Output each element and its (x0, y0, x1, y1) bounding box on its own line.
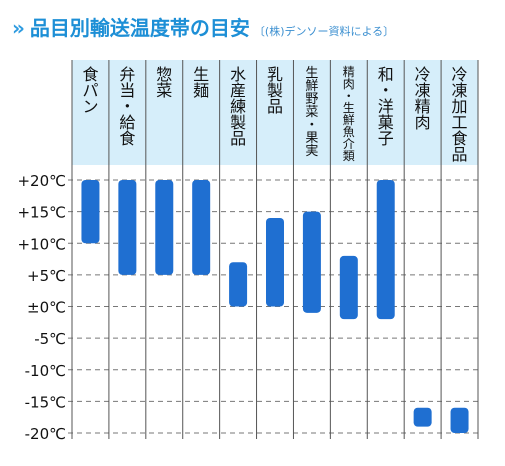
category-label-2: 惣菜 (156, 65, 172, 100)
category-header-band (72, 60, 478, 165)
range-bar-2 (155, 180, 174, 275)
category-label-1: 弁当・給食 (119, 65, 135, 148)
range-bar-6 (302, 211, 321, 313)
range-bar-3 (192, 180, 211, 275)
y-tick-label-4: ±0℃ (27, 299, 66, 317)
y-tick-label-3: +5℃ (27, 267, 66, 285)
range-bar-8 (376, 180, 395, 320)
y-tick-label-1: +15℃ (17, 204, 66, 222)
y-tick-label-5: -5℃ (34, 330, 66, 348)
category-label-10: 冷凍加工食品 (452, 65, 468, 164)
source-note: 〔(株)デンソー資料による〕 (253, 25, 395, 38)
range-bar-5 (266, 217, 284, 307)
y-tick-label-2: +10℃ (17, 235, 66, 253)
category-label-6: 生鮮野菜・果実 (305, 66, 318, 159)
page-header: » 品目別輸送温度帯の目安 〔(株)デンソー資料による〕 (12, 12, 394, 42)
category-label-7: 精肉・生鮮魚介類 (343, 65, 355, 163)
category-label-5: 乳製品 (267, 65, 283, 116)
category-label-9: 冷凍精肉 (415, 65, 431, 132)
range-bar-0 (81, 180, 100, 244)
range-bar-4 (229, 262, 248, 307)
y-tick-label-0: +20℃ (17, 172, 66, 190)
category-label-4: 水産練製品 (230, 65, 246, 148)
y-tick-label-6: -10℃ (25, 362, 66, 380)
y-tick-label-7: -15℃ (25, 393, 66, 411)
page-title: 品目別輸送温度帯の目安 (29, 16, 250, 40)
range-bar-10 (450, 407, 469, 433)
y-tick-label-8: -20℃ (25, 425, 66, 443)
category-label-3: 生麺 (193, 65, 209, 100)
range-bar-9 (413, 407, 432, 427)
double-chevron-icon: » (12, 16, 25, 40)
category-label-8: 和・洋菓子 (378, 65, 394, 148)
range-bar-7 (339, 255, 358, 320)
category-label-0: 食パン (82, 65, 98, 116)
range-bar-1 (118, 180, 137, 275)
